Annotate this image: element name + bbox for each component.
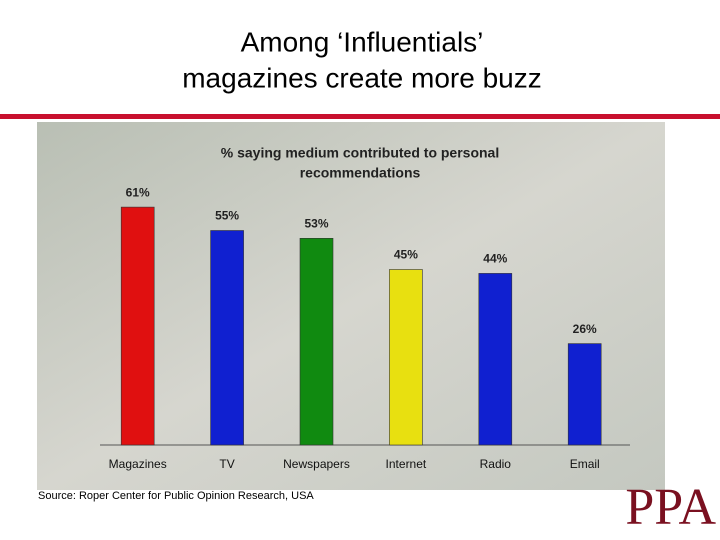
- value-label: 44%: [483, 252, 507, 266]
- chart-title: % saying medium contributed to personal: [221, 145, 499, 161]
- bar: [567, 343, 602, 446]
- logo: PPA: [625, 479, 716, 536]
- x-tick-label: TV: [219, 457, 234, 471]
- source-note: Source: Roper Center for Public Opinion …: [38, 490, 314, 502]
- value-label: 45%: [394, 248, 418, 262]
- title-rule: [0, 114, 720, 119]
- value-label: 26%: [573, 322, 597, 336]
- bar: [478, 273, 513, 446]
- x-tick-label: Email: [570, 457, 600, 471]
- slide-title: magazines create more buzz: [182, 62, 542, 93]
- x-tick-label: Magazines: [109, 457, 167, 471]
- value-label: 55%: [215, 209, 239, 223]
- bar: [389, 269, 423, 446]
- value-label: 61%: [126, 185, 150, 199]
- bar: [120, 206, 155, 446]
- x-tick-label: Newspapers: [283, 457, 350, 471]
- x-tick-label: Internet: [386, 457, 427, 471]
- slide-title: Among ‘Influentials’: [241, 26, 484, 57]
- bar: [299, 238, 334, 446]
- chart-title: recommendations: [300, 165, 421, 181]
- x-tick-label: Radio: [480, 457, 512, 471]
- bar: [210, 230, 244, 446]
- value-label: 53%: [304, 216, 328, 230]
